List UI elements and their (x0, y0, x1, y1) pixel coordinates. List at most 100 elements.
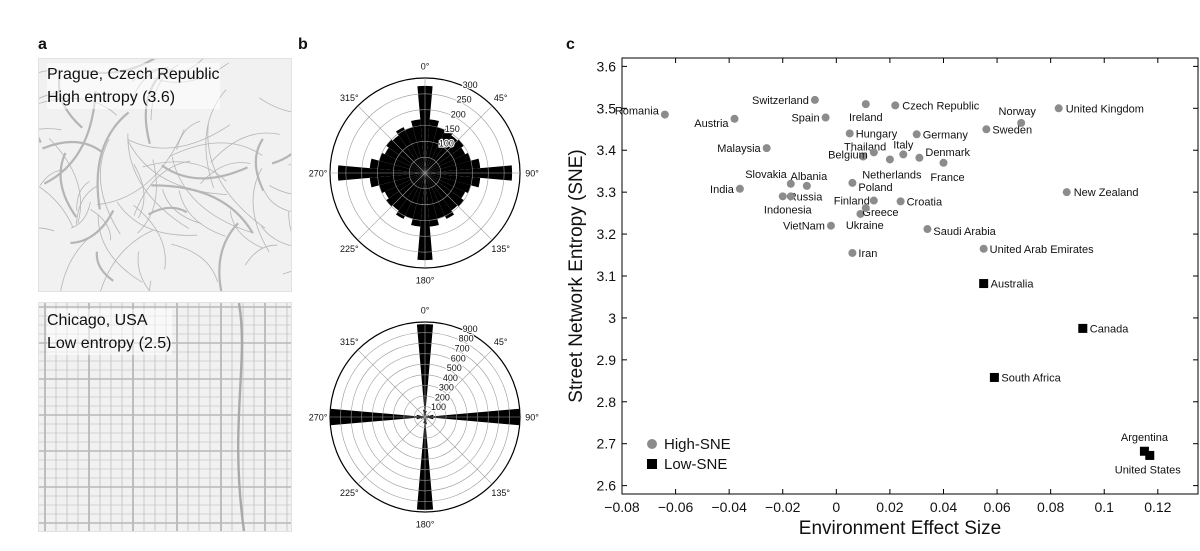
high-sne-point (1017, 118, 1026, 127)
polar-top-bar (379, 152, 425, 173)
x-tick-label: 0.04 (930, 499, 957, 515)
polar-bottom-bar (425, 417, 429, 419)
legend-label: High-SNE (664, 436, 731, 453)
polar-top-radial-tick-label: 250 (457, 95, 472, 105)
point-label: Belgium (828, 149, 868, 161)
point-label: Denmark (925, 147, 970, 159)
polar-top-angle-label: 135° (491, 244, 510, 254)
polar-top-spoke (424, 105, 493, 174)
polar-top-angle-label: 270° (309, 169, 328, 179)
x-tick-label: 0 (832, 499, 840, 515)
point-label: VietNam (783, 221, 825, 233)
low-sne-point (989, 372, 999, 382)
polar-bottom-bar (421, 415, 425, 417)
y-tick-label: 3.6 (597, 58, 617, 74)
high-sne-point (982, 125, 991, 134)
polar-top-bar (395, 127, 425, 173)
x-tick-label: 0.08 (1037, 499, 1064, 515)
polar-top-bar (425, 173, 481, 188)
point-label: Croatia (907, 196, 943, 208)
polar-top-bar (425, 173, 455, 219)
polar-bottom-angle-label: 315° (340, 337, 359, 347)
polar-bottom-bar (425, 417, 434, 420)
chicago-map-title: Chicago, USA (47, 312, 148, 329)
point-label: India (710, 184, 735, 196)
high-sne-point (869, 148, 878, 157)
high-sne-point (845, 129, 854, 138)
polar-bottom-radial-tick-label: 200 (435, 392, 450, 402)
low-sne-point (1139, 446, 1149, 456)
point-label: Greece (862, 207, 898, 219)
polar-histogram-top: 0° 45° 90° 135° 180° 225° 270° 315° 100 150 200 250… (309, 62, 540, 286)
high-sne-point (979, 244, 988, 253)
polar-bottom-radial-tick-label: 600 (451, 353, 466, 363)
point-label: United Arab Emirates (990, 244, 1094, 256)
point-label: Germany (923, 129, 969, 141)
polar-bottom-bar (425, 417, 427, 421)
polar-bottom-radial-tick-label: 100 (431, 402, 446, 412)
polar-top-spoke (424, 172, 493, 241)
y-tick-label: 2.7 (597, 436, 617, 452)
y-tick-label: 2.8 (597, 394, 617, 410)
panel-a-letter: a (38, 36, 47, 53)
high-sne-point (891, 101, 900, 110)
point-label: Canada (1090, 323, 1129, 335)
high-sne-point (735, 184, 744, 193)
polar-top-radial-tick-label: 100 (439, 139, 454, 149)
polar-top-bar (379, 173, 425, 194)
legend-marker (647, 459, 657, 469)
point-label: Indonesia (764, 204, 813, 216)
polar-bottom-radial-tick-label: 900 (463, 324, 478, 334)
high-sne-point (859, 152, 868, 161)
polar-top-bar (425, 119, 439, 173)
polar-top-bar (369, 173, 425, 188)
point-label: Spain (791, 113, 819, 125)
high-sne-point (869, 196, 878, 205)
panel-b-letter: b (298, 36, 308, 53)
polar-bottom-spoke (424, 349, 493, 418)
high-sne-point (786, 192, 795, 201)
prague-street-network (39, 59, 291, 291)
x-tick-label: 0.1 (1094, 499, 1114, 515)
polar-bottom-angle-label: 225° (340, 488, 359, 498)
polar-top-bar (386, 139, 425, 173)
high-sne-point (848, 178, 857, 187)
polar-bottom-spoke (357, 349, 426, 418)
point-label: United Kingdom (1066, 103, 1144, 115)
prague-street-map: Prague, Czech Republic High entropy (3.6… (38, 58, 292, 292)
legend-label: Low-SNE (664, 456, 727, 473)
polar-top-angle-label: 90° (525, 169, 539, 179)
high-sne-point (762, 144, 771, 153)
point-label: Saudi Arabia (933, 226, 996, 238)
polar-top-angle-label: 45° (494, 93, 508, 103)
point-label: Hungary (856, 128, 898, 140)
x-axis-label: Environment Effect Size (799, 518, 1001, 539)
polar-top-bar (395, 173, 425, 219)
x-tick-label: −0.02 (765, 499, 801, 515)
scatter-chart: −0.08 −0.06 −0.04 −0.02 0 0.02 0.04 0.06 0.08 0.1… (566, 57, 1199, 539)
polar-bottom-bar (423, 417, 425, 421)
prague-map-label: Prague, Czech Republic High entropy (3.6… (47, 63, 220, 109)
point-label: Romania (615, 106, 660, 118)
point-label: Ukraine (846, 220, 884, 232)
polar-top-bar (425, 127, 446, 173)
high-sne-point (912, 130, 921, 139)
y-tick-label: 3.3 (597, 184, 617, 200)
polar-top-angle-label: 315° (340, 93, 359, 103)
x-tick-label: 0.02 (876, 499, 903, 515)
high-sne-point (786, 179, 795, 188)
polar-bottom-radial-tick-label: 800 (459, 334, 474, 344)
polar-top-bar (425, 173, 446, 219)
high-sne-point (1062, 188, 1071, 197)
polar-top-spoke (357, 105, 426, 174)
polar-top-bar (404, 173, 425, 219)
high-sne-point (861, 100, 870, 109)
high-sne-point (856, 209, 865, 218)
chicago-street-map: Chicago, USA Low entropy (2.5) (38, 302, 292, 532)
polar-top-angle-label: 180° (416, 276, 435, 286)
high-sne-point (899, 150, 908, 159)
point-label: Czech Republic (902, 100, 980, 112)
low-sne-point (1078, 323, 1088, 333)
prague-map-subtitle: High entropy (3.6) (47, 89, 176, 106)
organic-street-lines (39, 59, 291, 291)
